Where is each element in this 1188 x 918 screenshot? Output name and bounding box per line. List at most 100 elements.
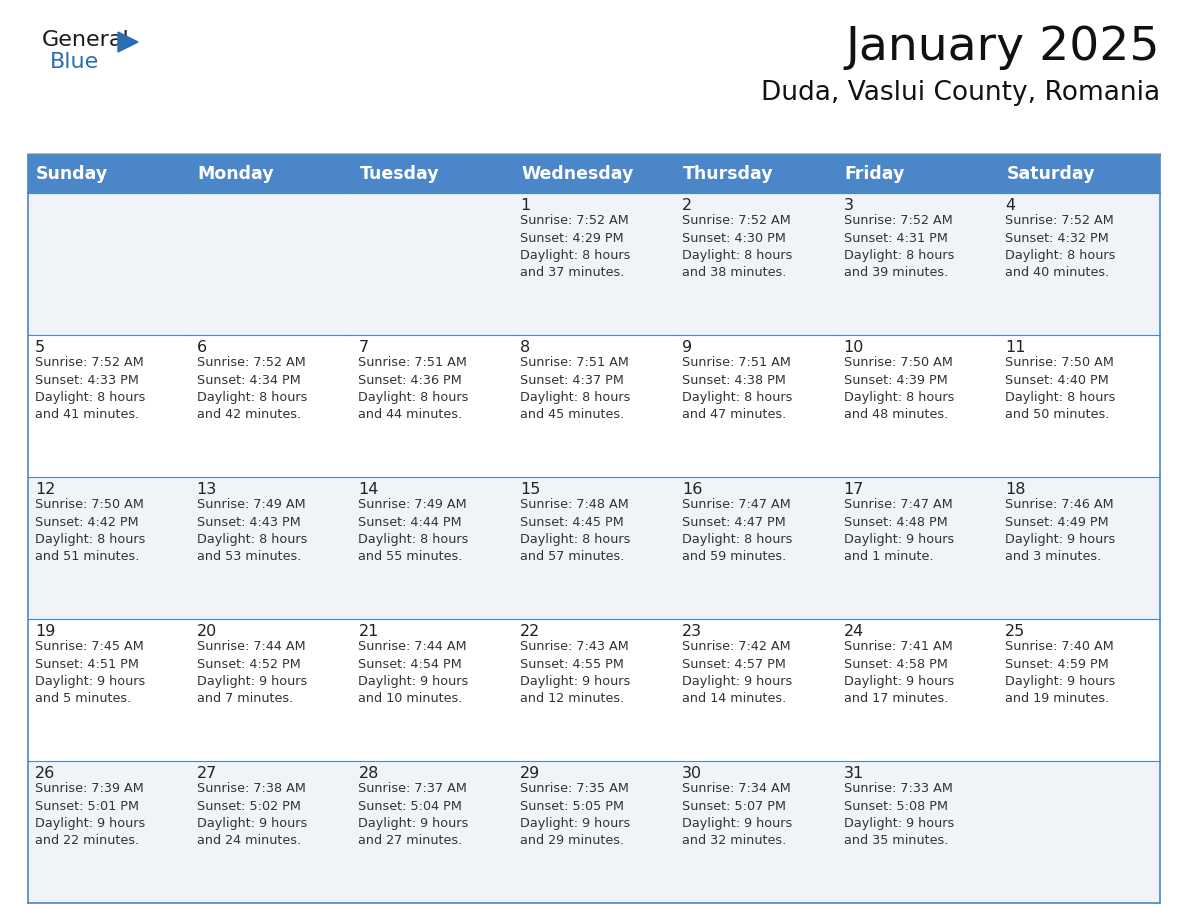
Bar <box>29 619 190 761</box>
Text: 6: 6 <box>197 340 207 355</box>
Text: 16: 16 <box>682 482 702 497</box>
Text: Monday: Monday <box>197 165 274 183</box>
Text: Sunrise: 7:47 AM
Sunset: 4:48 PM
Daylight: 9 hours
and 1 minute.: Sunrise: 7:47 AM Sunset: 4:48 PM Dayligh… <box>843 498 954 564</box>
Text: Friday: Friday <box>845 165 905 183</box>
Polygon shape <box>118 32 138 52</box>
Text: 20: 20 <box>197 624 217 639</box>
Bar <box>836 619 998 761</box>
Text: Sunrise: 7:47 AM
Sunset: 4:47 PM
Daylight: 8 hours
and 59 minutes.: Sunrise: 7:47 AM Sunset: 4:47 PM Dayligh… <box>682 498 792 564</box>
Text: 19: 19 <box>34 624 56 639</box>
Text: 24: 24 <box>843 624 864 639</box>
Text: 30: 30 <box>682 766 702 781</box>
Text: Sunrise: 7:44 AM
Sunset: 4:52 PM
Daylight: 9 hours
and 7 minutes.: Sunrise: 7:44 AM Sunset: 4:52 PM Dayligh… <box>197 640 307 706</box>
Text: 14: 14 <box>359 482 379 497</box>
Bar <box>836 761 998 903</box>
Bar <box>998 761 1159 903</box>
Text: 18: 18 <box>1005 482 1025 497</box>
Text: Wednesday: Wednesday <box>522 165 633 183</box>
Bar <box>29 193 190 335</box>
Bar <box>998 477 1159 619</box>
Bar <box>190 477 352 619</box>
Bar <box>352 619 513 761</box>
Bar <box>513 477 675 619</box>
Bar <box>998 155 1159 193</box>
Text: 26: 26 <box>34 766 56 781</box>
Text: 25: 25 <box>1005 624 1025 639</box>
Text: 11: 11 <box>1005 340 1025 355</box>
Bar <box>675 193 836 335</box>
Bar <box>513 619 675 761</box>
Text: Sunrise: 7:51 AM
Sunset: 4:37 PM
Daylight: 8 hours
and 45 minutes.: Sunrise: 7:51 AM Sunset: 4:37 PM Dayligh… <box>520 356 631 421</box>
Text: Sunrise: 7:37 AM
Sunset: 5:04 PM
Daylight: 9 hours
and 27 minutes.: Sunrise: 7:37 AM Sunset: 5:04 PM Dayligh… <box>359 782 469 847</box>
Bar <box>513 155 675 193</box>
Bar <box>836 155 998 193</box>
Text: General: General <box>42 30 129 50</box>
Text: Sunrise: 7:52 AM
Sunset: 4:29 PM
Daylight: 8 hours
and 37 minutes.: Sunrise: 7:52 AM Sunset: 4:29 PM Dayligh… <box>520 214 631 279</box>
Text: 1: 1 <box>520 198 530 213</box>
Text: 4: 4 <box>1005 198 1016 213</box>
Text: Sunrise: 7:52 AM
Sunset: 4:30 PM
Daylight: 8 hours
and 38 minutes.: Sunrise: 7:52 AM Sunset: 4:30 PM Dayligh… <box>682 214 792 279</box>
Text: Sunrise: 7:52 AM
Sunset: 4:31 PM
Daylight: 8 hours
and 39 minutes.: Sunrise: 7:52 AM Sunset: 4:31 PM Dayligh… <box>843 214 954 279</box>
Text: 29: 29 <box>520 766 541 781</box>
Bar <box>675 761 836 903</box>
Text: 22: 22 <box>520 624 541 639</box>
Text: Sunrise: 7:34 AM
Sunset: 5:07 PM
Daylight: 9 hours
and 32 minutes.: Sunrise: 7:34 AM Sunset: 5:07 PM Dayligh… <box>682 782 792 847</box>
Bar <box>836 335 998 477</box>
Text: Sunrise: 7:33 AM
Sunset: 5:08 PM
Daylight: 9 hours
and 35 minutes.: Sunrise: 7:33 AM Sunset: 5:08 PM Dayligh… <box>843 782 954 847</box>
Bar <box>836 193 998 335</box>
Text: Sunrise: 7:52 AM
Sunset: 4:34 PM
Daylight: 8 hours
and 42 minutes.: Sunrise: 7:52 AM Sunset: 4:34 PM Dayligh… <box>197 356 307 421</box>
Bar <box>675 619 836 761</box>
Bar <box>998 619 1159 761</box>
Bar <box>675 477 836 619</box>
Bar <box>836 477 998 619</box>
Text: 27: 27 <box>197 766 217 781</box>
Text: Sunrise: 7:49 AM
Sunset: 4:44 PM
Daylight: 8 hours
and 55 minutes.: Sunrise: 7:49 AM Sunset: 4:44 PM Dayligh… <box>359 498 469 564</box>
Bar <box>675 155 836 193</box>
Bar <box>513 193 675 335</box>
Text: January 2025: January 2025 <box>846 25 1159 70</box>
Text: 10: 10 <box>843 340 864 355</box>
Text: 2: 2 <box>682 198 691 213</box>
Bar <box>190 335 352 477</box>
Text: Sunday: Sunday <box>36 165 108 183</box>
Text: Sunrise: 7:46 AM
Sunset: 4:49 PM
Daylight: 9 hours
and 3 minutes.: Sunrise: 7:46 AM Sunset: 4:49 PM Dayligh… <box>1005 498 1116 564</box>
Text: 31: 31 <box>843 766 864 781</box>
Text: Sunrise: 7:35 AM
Sunset: 5:05 PM
Daylight: 9 hours
and 29 minutes.: Sunrise: 7:35 AM Sunset: 5:05 PM Dayligh… <box>520 782 631 847</box>
Text: Sunrise: 7:50 AM
Sunset: 4:42 PM
Daylight: 8 hours
and 51 minutes.: Sunrise: 7:50 AM Sunset: 4:42 PM Dayligh… <box>34 498 145 564</box>
Bar <box>998 335 1159 477</box>
Bar <box>29 155 190 193</box>
Bar <box>352 761 513 903</box>
Text: Duda, Vaslui County, Romania: Duda, Vaslui County, Romania <box>760 80 1159 106</box>
Bar <box>352 477 513 619</box>
Bar <box>29 335 190 477</box>
Text: 28: 28 <box>359 766 379 781</box>
Text: Sunrise: 7:50 AM
Sunset: 4:39 PM
Daylight: 8 hours
and 48 minutes.: Sunrise: 7:50 AM Sunset: 4:39 PM Dayligh… <box>843 356 954 421</box>
Bar <box>190 193 352 335</box>
Bar <box>190 761 352 903</box>
Text: Thursday: Thursday <box>683 165 773 183</box>
Bar <box>190 155 352 193</box>
Text: 5: 5 <box>34 340 45 355</box>
Text: Tuesday: Tuesday <box>360 165 440 183</box>
Text: 13: 13 <box>197 482 217 497</box>
Text: Sunrise: 7:51 AM
Sunset: 4:38 PM
Daylight: 8 hours
and 47 minutes.: Sunrise: 7:51 AM Sunset: 4:38 PM Dayligh… <box>682 356 792 421</box>
Bar <box>29 477 190 619</box>
Text: Sunrise: 7:49 AM
Sunset: 4:43 PM
Daylight: 8 hours
and 53 minutes.: Sunrise: 7:49 AM Sunset: 4:43 PM Dayligh… <box>197 498 307 564</box>
Text: Sunrise: 7:42 AM
Sunset: 4:57 PM
Daylight: 9 hours
and 14 minutes.: Sunrise: 7:42 AM Sunset: 4:57 PM Dayligh… <box>682 640 792 706</box>
Text: 17: 17 <box>843 482 864 497</box>
Bar <box>190 619 352 761</box>
Text: 3: 3 <box>843 198 853 213</box>
Text: 12: 12 <box>34 482 56 497</box>
Bar <box>29 761 190 903</box>
Text: Sunrise: 7:50 AM
Sunset: 4:40 PM
Daylight: 8 hours
and 50 minutes.: Sunrise: 7:50 AM Sunset: 4:40 PM Dayligh… <box>1005 356 1116 421</box>
Bar <box>352 193 513 335</box>
Bar <box>513 761 675 903</box>
Text: 23: 23 <box>682 624 702 639</box>
Text: 9: 9 <box>682 340 691 355</box>
Bar <box>352 335 513 477</box>
Text: Sunrise: 7:43 AM
Sunset: 4:55 PM
Daylight: 9 hours
and 12 minutes.: Sunrise: 7:43 AM Sunset: 4:55 PM Dayligh… <box>520 640 631 706</box>
Text: Sunrise: 7:39 AM
Sunset: 5:01 PM
Daylight: 9 hours
and 22 minutes.: Sunrise: 7:39 AM Sunset: 5:01 PM Dayligh… <box>34 782 145 847</box>
Bar <box>675 335 836 477</box>
Text: Sunrise: 7:44 AM
Sunset: 4:54 PM
Daylight: 9 hours
and 10 minutes.: Sunrise: 7:44 AM Sunset: 4:54 PM Dayligh… <box>359 640 469 706</box>
Text: Sunrise: 7:41 AM
Sunset: 4:58 PM
Daylight: 9 hours
and 17 minutes.: Sunrise: 7:41 AM Sunset: 4:58 PM Dayligh… <box>843 640 954 706</box>
